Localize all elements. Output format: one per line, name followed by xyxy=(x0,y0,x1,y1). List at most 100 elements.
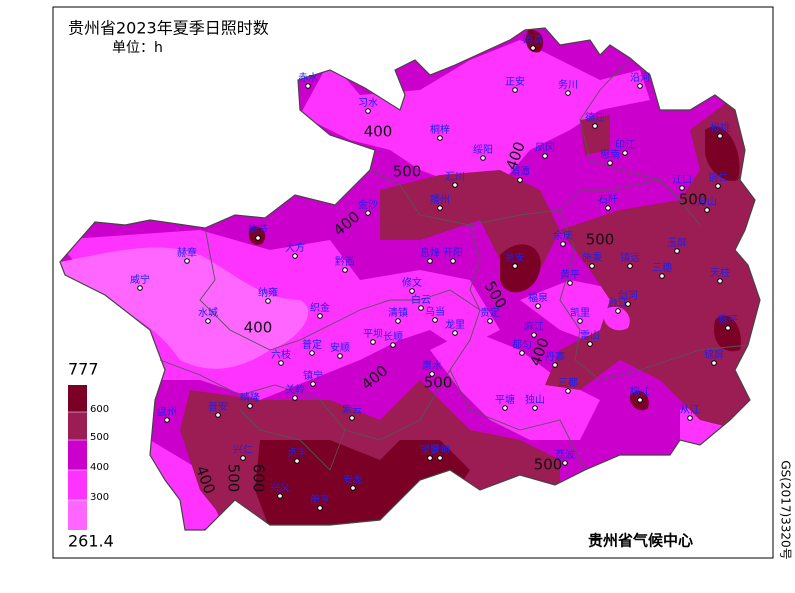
station-dot xyxy=(409,288,415,294)
station-dot xyxy=(437,135,443,141)
station-name: 石阡 xyxy=(598,194,618,206)
station-name: 关岭 xyxy=(285,383,305,396)
station-dot xyxy=(615,308,621,314)
station-name: 锦屏 xyxy=(704,348,724,361)
station-name: 思南 xyxy=(600,148,620,161)
station-name: 纳雍 xyxy=(258,286,278,299)
station-dot xyxy=(565,90,571,96)
station-dot xyxy=(565,388,571,394)
station-name: 金沙 xyxy=(358,198,378,211)
station-dot xyxy=(255,235,261,241)
station-dot xyxy=(674,248,680,254)
station-name: 修文 xyxy=(402,276,422,289)
station-dot xyxy=(294,458,300,464)
sunshine-zone xyxy=(545,100,760,430)
station-dot xyxy=(552,362,558,368)
contour-label: 500 xyxy=(225,464,243,493)
station-dot xyxy=(452,330,458,336)
station-dot xyxy=(452,182,458,188)
station-name: 水城 xyxy=(198,307,218,319)
sunshine-zone xyxy=(580,115,610,155)
station-name: 长顺 xyxy=(383,331,403,343)
station-dot xyxy=(164,417,170,423)
station-dot xyxy=(450,258,456,264)
station-dot xyxy=(711,360,717,366)
station-dot xyxy=(278,360,284,366)
station-dot xyxy=(560,241,566,247)
station-dot xyxy=(317,505,323,511)
station-name: 三都 xyxy=(558,377,578,389)
station-name: 安顺 xyxy=(330,341,350,354)
station-name: 习水 xyxy=(358,97,378,109)
station-dot xyxy=(365,108,371,114)
legend-min: 261.4 xyxy=(68,532,114,551)
approval-number: GS(2017)3320号 xyxy=(779,460,793,559)
station-dot xyxy=(605,205,611,211)
legend-label: 400 xyxy=(90,462,109,473)
station-dot xyxy=(429,371,435,377)
station-dot xyxy=(305,83,311,89)
station-dot xyxy=(365,210,371,216)
station-dot xyxy=(277,493,283,499)
station-dot xyxy=(265,298,271,304)
station-dot xyxy=(370,339,376,345)
station-dot xyxy=(535,303,541,309)
station-dot xyxy=(589,263,595,269)
station-name: 江口 xyxy=(672,174,692,186)
station-name: 播州 xyxy=(430,193,450,206)
station-name: 贵定 xyxy=(480,306,500,319)
station-name: 紫云 xyxy=(342,404,362,416)
legend-label: 500 xyxy=(90,432,109,443)
station-name: 织金 xyxy=(310,301,330,314)
station-dot xyxy=(215,412,221,418)
station-dot xyxy=(512,87,518,93)
station-dot xyxy=(205,318,211,324)
station-name: 镇远 xyxy=(620,251,640,264)
legend-swatch xyxy=(68,470,87,500)
station-name: 正安 xyxy=(505,75,525,88)
station-name: 沿河 xyxy=(630,72,650,84)
station-dot xyxy=(437,455,443,461)
legend-swatch xyxy=(68,385,87,412)
station-dot xyxy=(607,160,613,166)
station-name: 白云 xyxy=(411,293,431,306)
station-dot xyxy=(530,45,536,51)
station-name: 松桃 xyxy=(710,121,730,134)
station-name: 凤冈 xyxy=(535,142,555,154)
station-dot xyxy=(517,177,523,183)
station-dot xyxy=(542,153,548,159)
station-dot xyxy=(622,150,628,156)
contour-label: 500 xyxy=(534,456,563,474)
station-name: 乌当 xyxy=(425,305,445,318)
station-name: 桐梓 xyxy=(430,123,450,136)
station-dot xyxy=(395,318,401,324)
station-dot xyxy=(532,405,538,411)
station-dot xyxy=(309,350,315,356)
station-dot xyxy=(592,123,598,129)
sunshine-zone xyxy=(430,330,600,440)
legend-swatch xyxy=(68,412,87,440)
sunshine-zone xyxy=(603,306,630,331)
station-name: 赫章 xyxy=(177,246,197,259)
sunshine-zone xyxy=(525,29,544,53)
legend-label: 300 xyxy=(90,492,109,503)
station-dot xyxy=(437,205,443,211)
station-name: 平坝 xyxy=(363,328,383,340)
contour-label: 400 xyxy=(244,319,273,337)
contour-label: 600 xyxy=(250,464,268,493)
station-name: 雷山 xyxy=(580,330,600,342)
contour-label: 500 xyxy=(586,231,615,249)
station-dot xyxy=(567,280,573,286)
station-name: 黄平 xyxy=(560,268,580,281)
station-name: 瓮安 xyxy=(505,251,525,264)
sunshine-zone xyxy=(300,40,650,185)
station-dot xyxy=(627,263,633,269)
station-dot xyxy=(687,415,693,421)
station-name: 普定 xyxy=(302,338,322,351)
station-name: 从江 xyxy=(680,404,700,416)
station-name: 清镇 xyxy=(388,306,408,319)
station-dot xyxy=(704,207,710,213)
station-dot xyxy=(310,381,316,387)
station-dot xyxy=(587,341,593,347)
